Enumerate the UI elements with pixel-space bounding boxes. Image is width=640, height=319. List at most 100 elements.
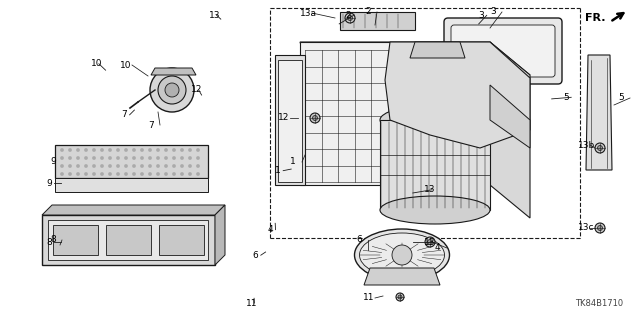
Polygon shape [106,225,151,255]
Circle shape [392,245,412,265]
Circle shape [165,83,179,97]
Circle shape [148,156,152,160]
Circle shape [396,293,404,301]
Circle shape [164,164,168,168]
Text: 11: 11 [363,293,374,302]
Circle shape [84,148,88,152]
Circle shape [180,172,184,176]
Text: 8: 8 [50,235,56,244]
Circle shape [598,226,602,231]
Circle shape [60,164,64,168]
Circle shape [92,148,96,152]
Text: 13b: 13b [578,140,595,150]
Circle shape [140,148,144,152]
Circle shape [108,172,112,176]
Circle shape [595,223,605,233]
Circle shape [172,148,176,152]
Circle shape [100,172,104,176]
Text: 7: 7 [122,110,127,119]
Text: 10: 10 [91,59,102,68]
Bar [380,120,490,210]
Text: 3: 3 [479,11,484,20]
Text: 13: 13 [424,185,435,194]
Circle shape [84,156,88,160]
Text: 2: 2 [346,11,351,20]
Circle shape [92,172,96,176]
Polygon shape [586,55,612,170]
Circle shape [60,148,64,152]
Polygon shape [385,42,530,148]
Circle shape [108,148,112,152]
Text: 2: 2 [365,8,371,17]
Circle shape [172,156,176,160]
Text: 8: 8 [46,238,52,247]
Text: 5: 5 [618,93,624,102]
Text: 13c: 13c [578,224,595,233]
Circle shape [398,295,402,299]
Text: 6: 6 [356,235,362,244]
Circle shape [196,148,200,152]
Polygon shape [300,42,530,75]
Circle shape [60,172,64,176]
Text: 12: 12 [191,85,202,94]
Circle shape [180,148,184,152]
Circle shape [108,156,112,160]
Polygon shape [364,268,440,285]
Circle shape [312,115,317,121]
Circle shape [132,172,136,176]
Circle shape [180,164,184,168]
Circle shape [172,164,176,168]
Circle shape [196,156,200,160]
Circle shape [68,164,72,168]
Text: 7: 7 [148,121,154,130]
Circle shape [164,156,168,160]
Polygon shape [55,145,208,178]
Polygon shape [151,68,196,75]
Circle shape [188,148,192,152]
Text: 12: 12 [278,114,289,122]
Circle shape [196,164,200,168]
Ellipse shape [360,233,445,277]
Circle shape [156,164,160,168]
Circle shape [148,164,152,168]
Ellipse shape [380,105,490,135]
Circle shape [124,156,128,160]
Circle shape [164,172,168,176]
Text: TK84B1710: TK84B1710 [575,299,623,308]
Circle shape [164,148,168,152]
Circle shape [60,156,64,160]
Text: 13: 13 [424,238,435,247]
Circle shape [196,172,200,176]
Circle shape [132,156,136,160]
Circle shape [156,172,160,176]
Circle shape [116,156,120,160]
Circle shape [108,164,112,168]
Circle shape [188,164,192,168]
Polygon shape [490,85,530,148]
Circle shape [100,164,104,168]
Text: 5: 5 [563,93,569,102]
Circle shape [68,148,72,152]
Circle shape [68,156,72,160]
Polygon shape [159,225,204,255]
Polygon shape [48,220,208,260]
Circle shape [425,237,435,247]
Circle shape [84,172,88,176]
Circle shape [345,13,355,23]
Circle shape [148,172,152,176]
Circle shape [76,172,80,176]
Polygon shape [410,42,465,58]
Circle shape [100,156,104,160]
Polygon shape [215,205,225,265]
Circle shape [156,156,160,160]
Polygon shape [278,60,302,182]
Polygon shape [300,42,490,185]
Polygon shape [42,215,215,265]
Text: 13a: 13a [300,9,317,18]
Circle shape [148,148,152,152]
Circle shape [172,172,176,176]
Circle shape [188,172,192,176]
Polygon shape [55,178,208,192]
Text: FR.: FR. [585,13,605,23]
Circle shape [188,156,192,160]
